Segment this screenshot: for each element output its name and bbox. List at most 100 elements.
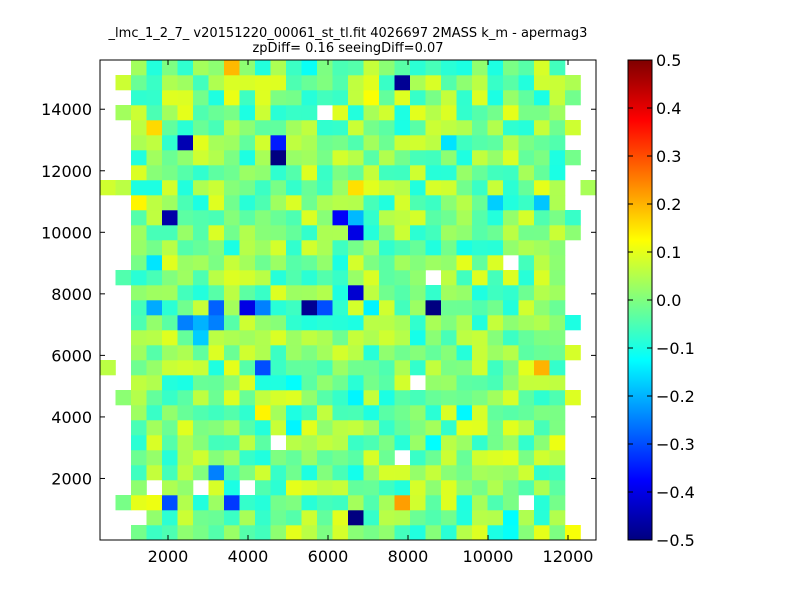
heatmap-cell bbox=[255, 360, 271, 376]
heatmap-cell bbox=[255, 480, 271, 496]
heatmap-cell bbox=[379, 375, 395, 391]
heatmap-cell bbox=[146, 390, 163, 406]
heatmap-cell bbox=[534, 270, 550, 286]
heatmap-cell bbox=[534, 420, 550, 436]
heatmap-cell bbox=[348, 495, 364, 511]
heatmap-cell bbox=[534, 495, 550, 511]
heatmap-cell bbox=[456, 225, 473, 241]
heatmap-cell bbox=[177, 285, 194, 301]
heatmap-cell bbox=[177, 75, 194, 91]
heatmap-cell bbox=[224, 510, 240, 526]
heatmap-cell bbox=[518, 90, 535, 106]
heatmap-cell bbox=[177, 210, 194, 226]
heatmap-cell bbox=[441, 315, 457, 331]
heatmap-cell bbox=[534, 120, 550, 136]
heatmap-cell bbox=[162, 390, 178, 406]
heatmap-cell bbox=[549, 150, 566, 166]
heatmap-cell bbox=[534, 60, 550, 76]
heatmap-cell bbox=[270, 105, 287, 121]
heatmap-cell bbox=[379, 405, 395, 421]
heatmap-cell bbox=[549, 390, 566, 406]
heatmap-cell bbox=[270, 210, 287, 226]
heatmap-cell bbox=[487, 525, 504, 541]
heatmap-cell bbox=[518, 225, 535, 241]
heatmap-cell bbox=[286, 165, 302, 181]
heatmap-cell bbox=[394, 270, 411, 286]
heatmap-cell bbox=[487, 120, 504, 136]
heatmap-cell bbox=[115, 105, 132, 121]
heatmap-cell bbox=[425, 210, 442, 226]
heatmap-cell bbox=[441, 105, 457, 121]
heatmap-cell bbox=[177, 495, 194, 511]
heatmap-cell bbox=[518, 360, 535, 376]
heatmap-cell bbox=[503, 210, 519, 226]
heatmap-cell bbox=[379, 270, 395, 286]
heatmap-cell bbox=[332, 105, 349, 121]
heatmap-cell bbox=[394, 195, 411, 211]
heatmap-cell bbox=[193, 210, 209, 226]
heatmap-cell bbox=[239, 105, 256, 121]
heatmap-cell bbox=[317, 195, 333, 211]
heatmap-cell bbox=[518, 510, 535, 526]
heatmap-cell bbox=[534, 105, 550, 121]
x-axis: 2000 4000 6000 8000 10000 12000 bbox=[148, 60, 593, 566]
heatmap-cell bbox=[239, 450, 256, 466]
heatmap-cell bbox=[487, 480, 504, 496]
heatmap-cell bbox=[363, 120, 380, 136]
heatmap-cell bbox=[131, 270, 147, 286]
heatmap-cell bbox=[131, 210, 147, 226]
heatmap-cell bbox=[208, 75, 225, 91]
heatmap-cell bbox=[208, 330, 225, 346]
heatmap-cell bbox=[332, 420, 349, 436]
heatmap-cell bbox=[162, 510, 178, 526]
heatmap-cell bbox=[131, 375, 147, 391]
colorbar-tick-label: 0.4 bbox=[656, 99, 681, 118]
heatmap-cell bbox=[332, 75, 349, 91]
heatmap-cell bbox=[317, 150, 333, 166]
heatmap-cell bbox=[332, 435, 349, 451]
heatmap-cell bbox=[162, 435, 178, 451]
heatmap-cell bbox=[286, 315, 302, 331]
heatmap-cell bbox=[239, 390, 256, 406]
heatmap-cell bbox=[317, 465, 333, 481]
heatmap-cell bbox=[332, 375, 349, 391]
heatmap-cell bbox=[379, 240, 395, 256]
heatmap-cell bbox=[549, 405, 566, 421]
colorbar-tick-label: −0.3 bbox=[656, 435, 695, 454]
heatmap-cell bbox=[549, 525, 566, 541]
heatmap-cell bbox=[317, 525, 333, 541]
heatmap-cell bbox=[425, 525, 442, 541]
heatmap-cell bbox=[193, 255, 209, 271]
heatmap-cell bbox=[146, 150, 163, 166]
heatmap-cell bbox=[394, 480, 411, 496]
heatmap-cell bbox=[239, 405, 256, 421]
heatmap-cell bbox=[394, 405, 411, 421]
heatmap-cell bbox=[503, 465, 519, 481]
heatmap-cell bbox=[286, 150, 302, 166]
heatmap-cell bbox=[472, 330, 488, 346]
heatmap-cell bbox=[425, 480, 442, 496]
heatmap-cell bbox=[379, 300, 395, 316]
heatmap-cell bbox=[224, 525, 240, 541]
heatmap-cell bbox=[534, 330, 550, 346]
heatmap-cell bbox=[394, 315, 411, 331]
heatmap-cell bbox=[549, 450, 566, 466]
heatmap-cell bbox=[565, 90, 581, 106]
heatmap-cell bbox=[301, 75, 318, 91]
heatmap-cell bbox=[317, 345, 333, 361]
heatmap-cell bbox=[379, 525, 395, 541]
heatmap-cell bbox=[379, 90, 395, 106]
heatmap-cell bbox=[332, 135, 349, 151]
heatmap-cell bbox=[363, 105, 380, 121]
heatmap-cell bbox=[146, 315, 163, 331]
heatmap-cell bbox=[379, 225, 395, 241]
heatmap-cell bbox=[534, 255, 550, 271]
heatmap-cell bbox=[301, 90, 318, 106]
heatmap-cell bbox=[472, 345, 488, 361]
heatmap-cell bbox=[255, 210, 271, 226]
heatmap-cell bbox=[286, 435, 302, 451]
heatmap-cell bbox=[472, 480, 488, 496]
heatmap-cell bbox=[379, 450, 395, 466]
heatmap-cell bbox=[425, 240, 442, 256]
heatmap-cell bbox=[286, 360, 302, 376]
